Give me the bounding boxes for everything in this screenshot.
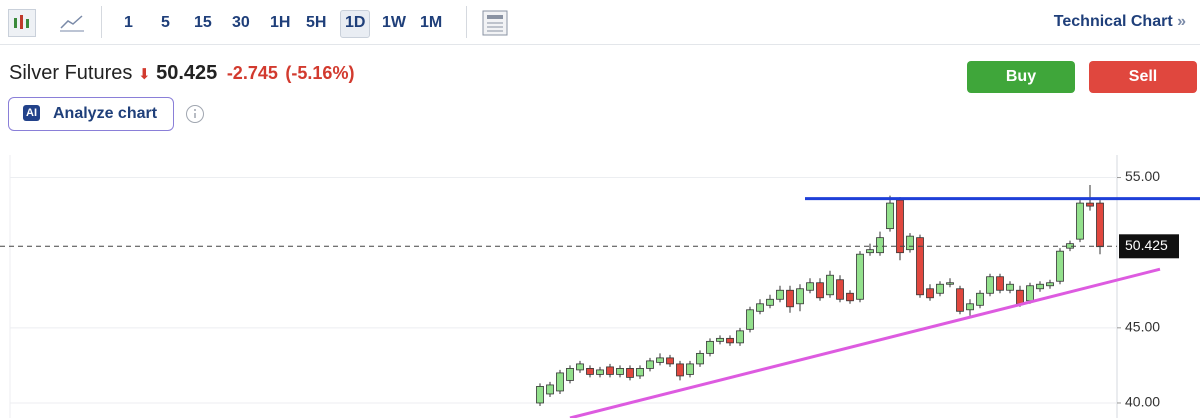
candle-body: [916, 237, 924, 296]
change-percent: (-5.16%): [285, 63, 355, 83]
down-arrow: ⬇: [137, 66, 151, 83]
candle-body: [1006, 283, 1014, 291]
candle-body: [846, 292, 854, 302]
candle-body: [886, 202, 894, 230]
interval-button[interactable]: 30: [232, 14, 250, 31]
interval-button[interactable]: 1D: [340, 10, 371, 38]
candle-body: [976, 292, 984, 306]
candle-body: [636, 368, 644, 377]
candle-body: [1076, 202, 1084, 240]
quote-header: Silver Futures ⬇ 50.425 -2.745 (-5.16%): [9, 62, 354, 85]
candle-body: [946, 282, 954, 285]
candle-body: [1056, 250, 1064, 282]
candle-body: [876, 237, 884, 254]
candle-body: [1036, 283, 1044, 290]
candle-body: [726, 337, 734, 344]
candle-body: [966, 303, 974, 311]
info-icon[interactable]: [185, 104, 205, 124]
trend-line: [569, 267, 1161, 418]
candle-body: [1016, 289, 1024, 305]
y-tick-label: 40.00: [1125, 394, 1160, 410]
candle-body: [606, 366, 614, 375]
interval-button[interactable]: 1M: [420, 14, 443, 31]
candle-body: [646, 360, 654, 369]
candle-body: [616, 368, 624, 375]
separator: [101, 6, 102, 38]
interval-button[interactable]: 5: [161, 14, 170, 31]
candle-body: [766, 298, 774, 306]
candle-body: [596, 369, 604, 375]
candle-body: [896, 199, 904, 254]
link-text[interactable]: Technical Chart: [1053, 13, 1173, 30]
toolbar: 1 5 15 30 1H 5H 1D 1W 1M Technical Chart »: [0, 0, 1200, 45]
candle-body: [546, 384, 554, 395]
candle-body: [806, 282, 814, 291]
candle-body: [696, 352, 704, 365]
candle-body: [536, 386, 544, 404]
price: 50.425: [156, 62, 218, 84]
y-tick-label: 55.00: [1125, 168, 1160, 184]
candle-body: [936, 283, 944, 294]
candle-body: [716, 337, 724, 342]
last-price-box: [1119, 234, 1179, 259]
candle-body: [746, 309, 754, 330]
instrument: Silver Futures: [9, 62, 133, 84]
candle-body: [1046, 282, 1054, 287]
candle-body: [796, 288, 804, 305]
ai-badge: AI: [23, 105, 40, 121]
line-icon[interactable]: [60, 12, 84, 32]
interval-button[interactable]: 15: [194, 14, 212, 31]
candle-body: [856, 253, 864, 300]
buy-button[interactable]: Buy: [967, 61, 1075, 93]
candle-body: [1026, 285, 1034, 302]
candle-body: [956, 288, 964, 312]
candle-body: [1086, 202, 1094, 207]
separator: [466, 6, 467, 38]
analyze-text[interactable]: Analyze chart: [53, 105, 158, 122]
analyze-button[interactable]: AI Analyze chart: [8, 97, 174, 131]
news-icon[interactable]: [482, 10, 508, 36]
candle-body: [676, 363, 684, 377]
last-price-label: 50.425: [1125, 237, 1168, 253]
interval-button[interactable]: 5H: [306, 14, 327, 31]
candle-body: [836, 279, 844, 300]
candle-body: [706, 340, 714, 354]
candle-body: [816, 282, 824, 299]
candle-body: [906, 235, 914, 251]
candle-body: [626, 368, 634, 378]
candle-body: [586, 368, 594, 375]
candle-body: [776, 289, 784, 300]
candle-body: [1096, 202, 1104, 248]
candle-body: [656, 357, 664, 363]
candle-body: [926, 288, 934, 299]
candle-body: [556, 372, 564, 392]
candle-body: [786, 289, 794, 308]
candle-body: [736, 330, 744, 344]
candle-body: [866, 249, 874, 254]
interval-button[interactable]: 1: [124, 14, 133, 31]
candle-body: [756, 303, 764, 312]
candle-body: [996, 276, 1004, 291]
change: -2.745: [226, 63, 278, 83]
candle-body: [576, 363, 584, 371]
candle-icon[interactable]: [8, 9, 36, 37]
candle-body: [666, 357, 674, 365]
interval-button[interactable]: 1H: [270, 14, 291, 31]
candle-body: [986, 276, 994, 294]
candle-body: [566, 368, 574, 381]
interval-button[interactable]: 1W: [382, 14, 406, 31]
candle-body: [686, 363, 694, 375]
technical-chart-link[interactable]: Technical Chart »: [1053, 13, 1186, 30]
sell-button[interactable]: Sell: [1089, 61, 1197, 93]
candle-body: [826, 274, 834, 296]
y-tick-label: 45.00: [1125, 319, 1160, 335]
